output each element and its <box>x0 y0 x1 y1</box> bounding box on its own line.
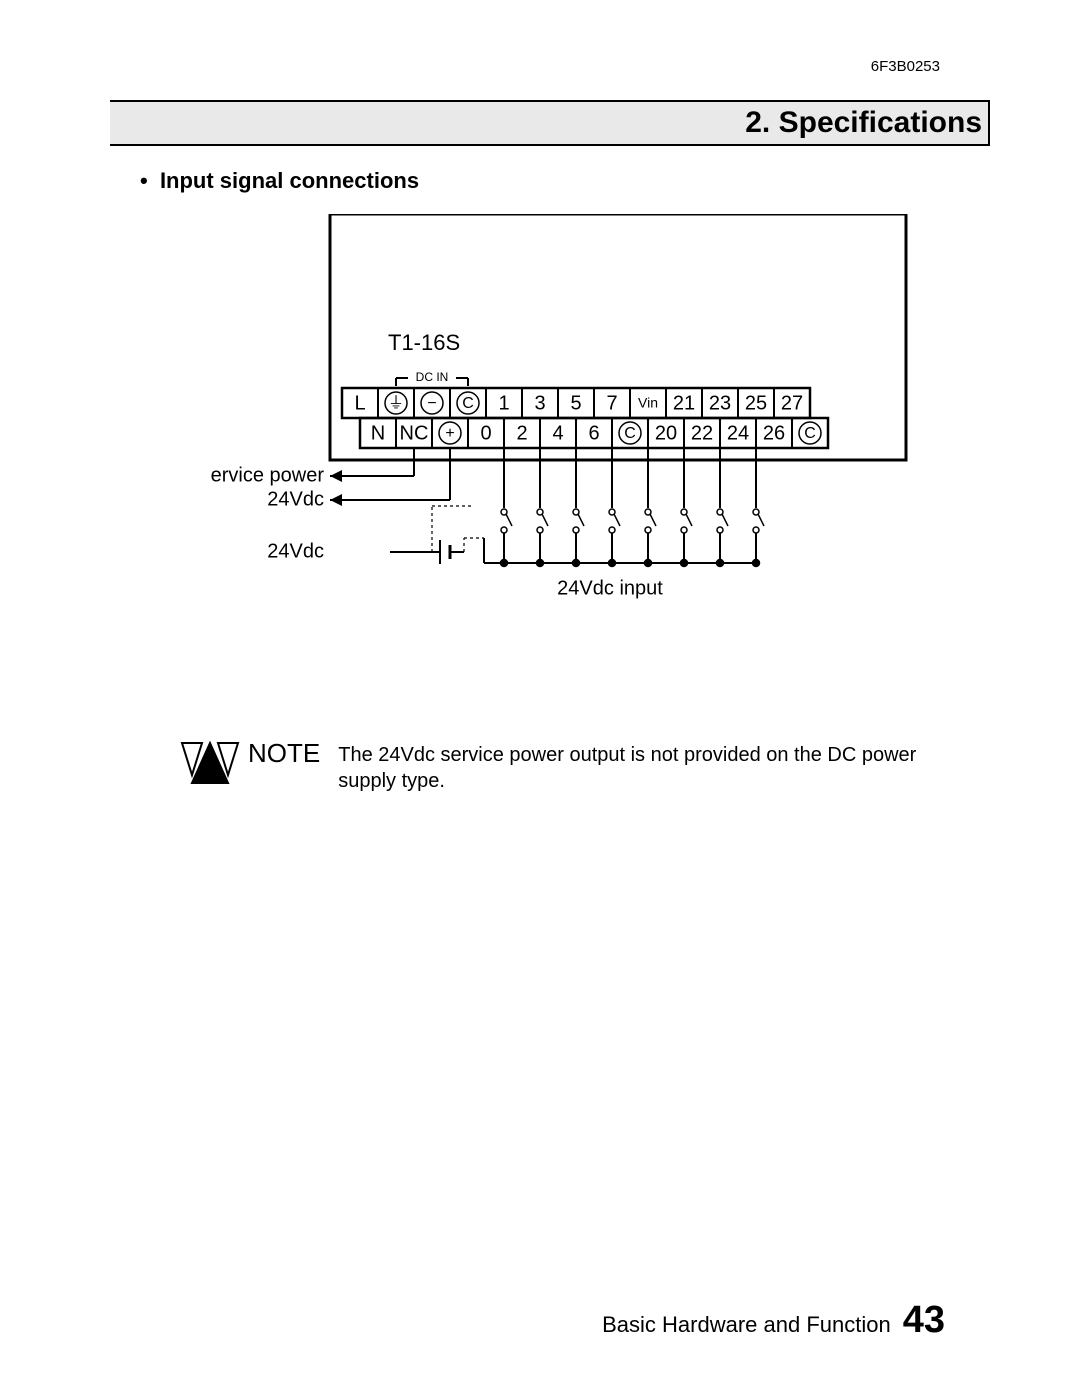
footer-text: Basic Hardware and Function <box>602 1312 891 1338</box>
svg-text:+: + <box>445 425 454 442</box>
svg-text:0: 0 <box>480 422 491 444</box>
svg-text:5: 5 <box>570 392 581 414</box>
document-id: 6F3B0253 <box>871 58 940 75</box>
svg-text:21: 21 <box>673 392 695 414</box>
svg-text:24Vdc: 24Vdc <box>267 488 324 510</box>
note-label: NOTE <box>248 739 320 768</box>
svg-text:22: 22 <box>691 422 713 444</box>
section-heading-bar: 2. Specifications <box>110 100 990 146</box>
svg-text:L: L <box>354 392 365 414</box>
warning-icon <box>170 739 240 794</box>
svg-text:6: 6 <box>588 422 599 444</box>
svg-text:NC: NC <box>400 422 429 444</box>
note-block: NOTE The 24Vdc service power output is n… <box>170 739 990 794</box>
note-text: The 24Vdc service power output is not pr… <box>338 739 978 794</box>
svg-text:23: 23 <box>709 392 731 414</box>
svg-text:N: N <box>371 422 385 444</box>
svg-text:2: 2 <box>516 422 527 444</box>
svg-text:7: 7 <box>606 392 617 414</box>
svg-text:1: 1 <box>498 392 509 414</box>
svg-text:DC IN: DC IN <box>416 370 449 384</box>
page-number: 43 <box>903 1299 945 1342</box>
svg-text:⏚: ⏚ <box>388 394 404 412</box>
svg-text:24: 24 <box>727 422 749 444</box>
svg-text:20: 20 <box>655 422 677 444</box>
section-title: 2. Specifications <box>745 106 982 140</box>
svg-text:Vin: Vin <box>638 395 658 411</box>
page-footer: Basic Hardware and Function 43 <box>602 1299 945 1342</box>
svg-text:3: 3 <box>534 392 545 414</box>
subheading-text: Input signal connections <box>160 168 419 193</box>
svg-text:25: 25 <box>745 392 767 414</box>
bullet: • <box>140 168 148 193</box>
diagram-svg: T1-16SDC INL⏚−C1357Vin21232527NNC+0246C2… <box>210 214 930 704</box>
svg-text:26: 26 <box>763 422 785 444</box>
svg-text:27: 27 <box>781 392 803 414</box>
subheading: • Input signal connections <box>140 168 990 194</box>
svg-text:−: − <box>427 395 436 412</box>
svg-text:C: C <box>804 425 816 442</box>
svg-text:C: C <box>462 395 474 412</box>
svg-text:24Vdc input: 24Vdc input <box>557 577 663 599</box>
svg-text:24Vdc: 24Vdc <box>267 540 324 562</box>
wiring-diagram: T1-16SDC INL⏚−C1357Vin21232527NNC+0246C2… <box>210 214 990 709</box>
svg-text:C: C <box>624 425 636 442</box>
svg-text:Service power: Service power <box>210 464 324 486</box>
svg-text:4: 4 <box>552 422 563 444</box>
svg-text:T1-16S: T1-16S <box>388 330 460 355</box>
